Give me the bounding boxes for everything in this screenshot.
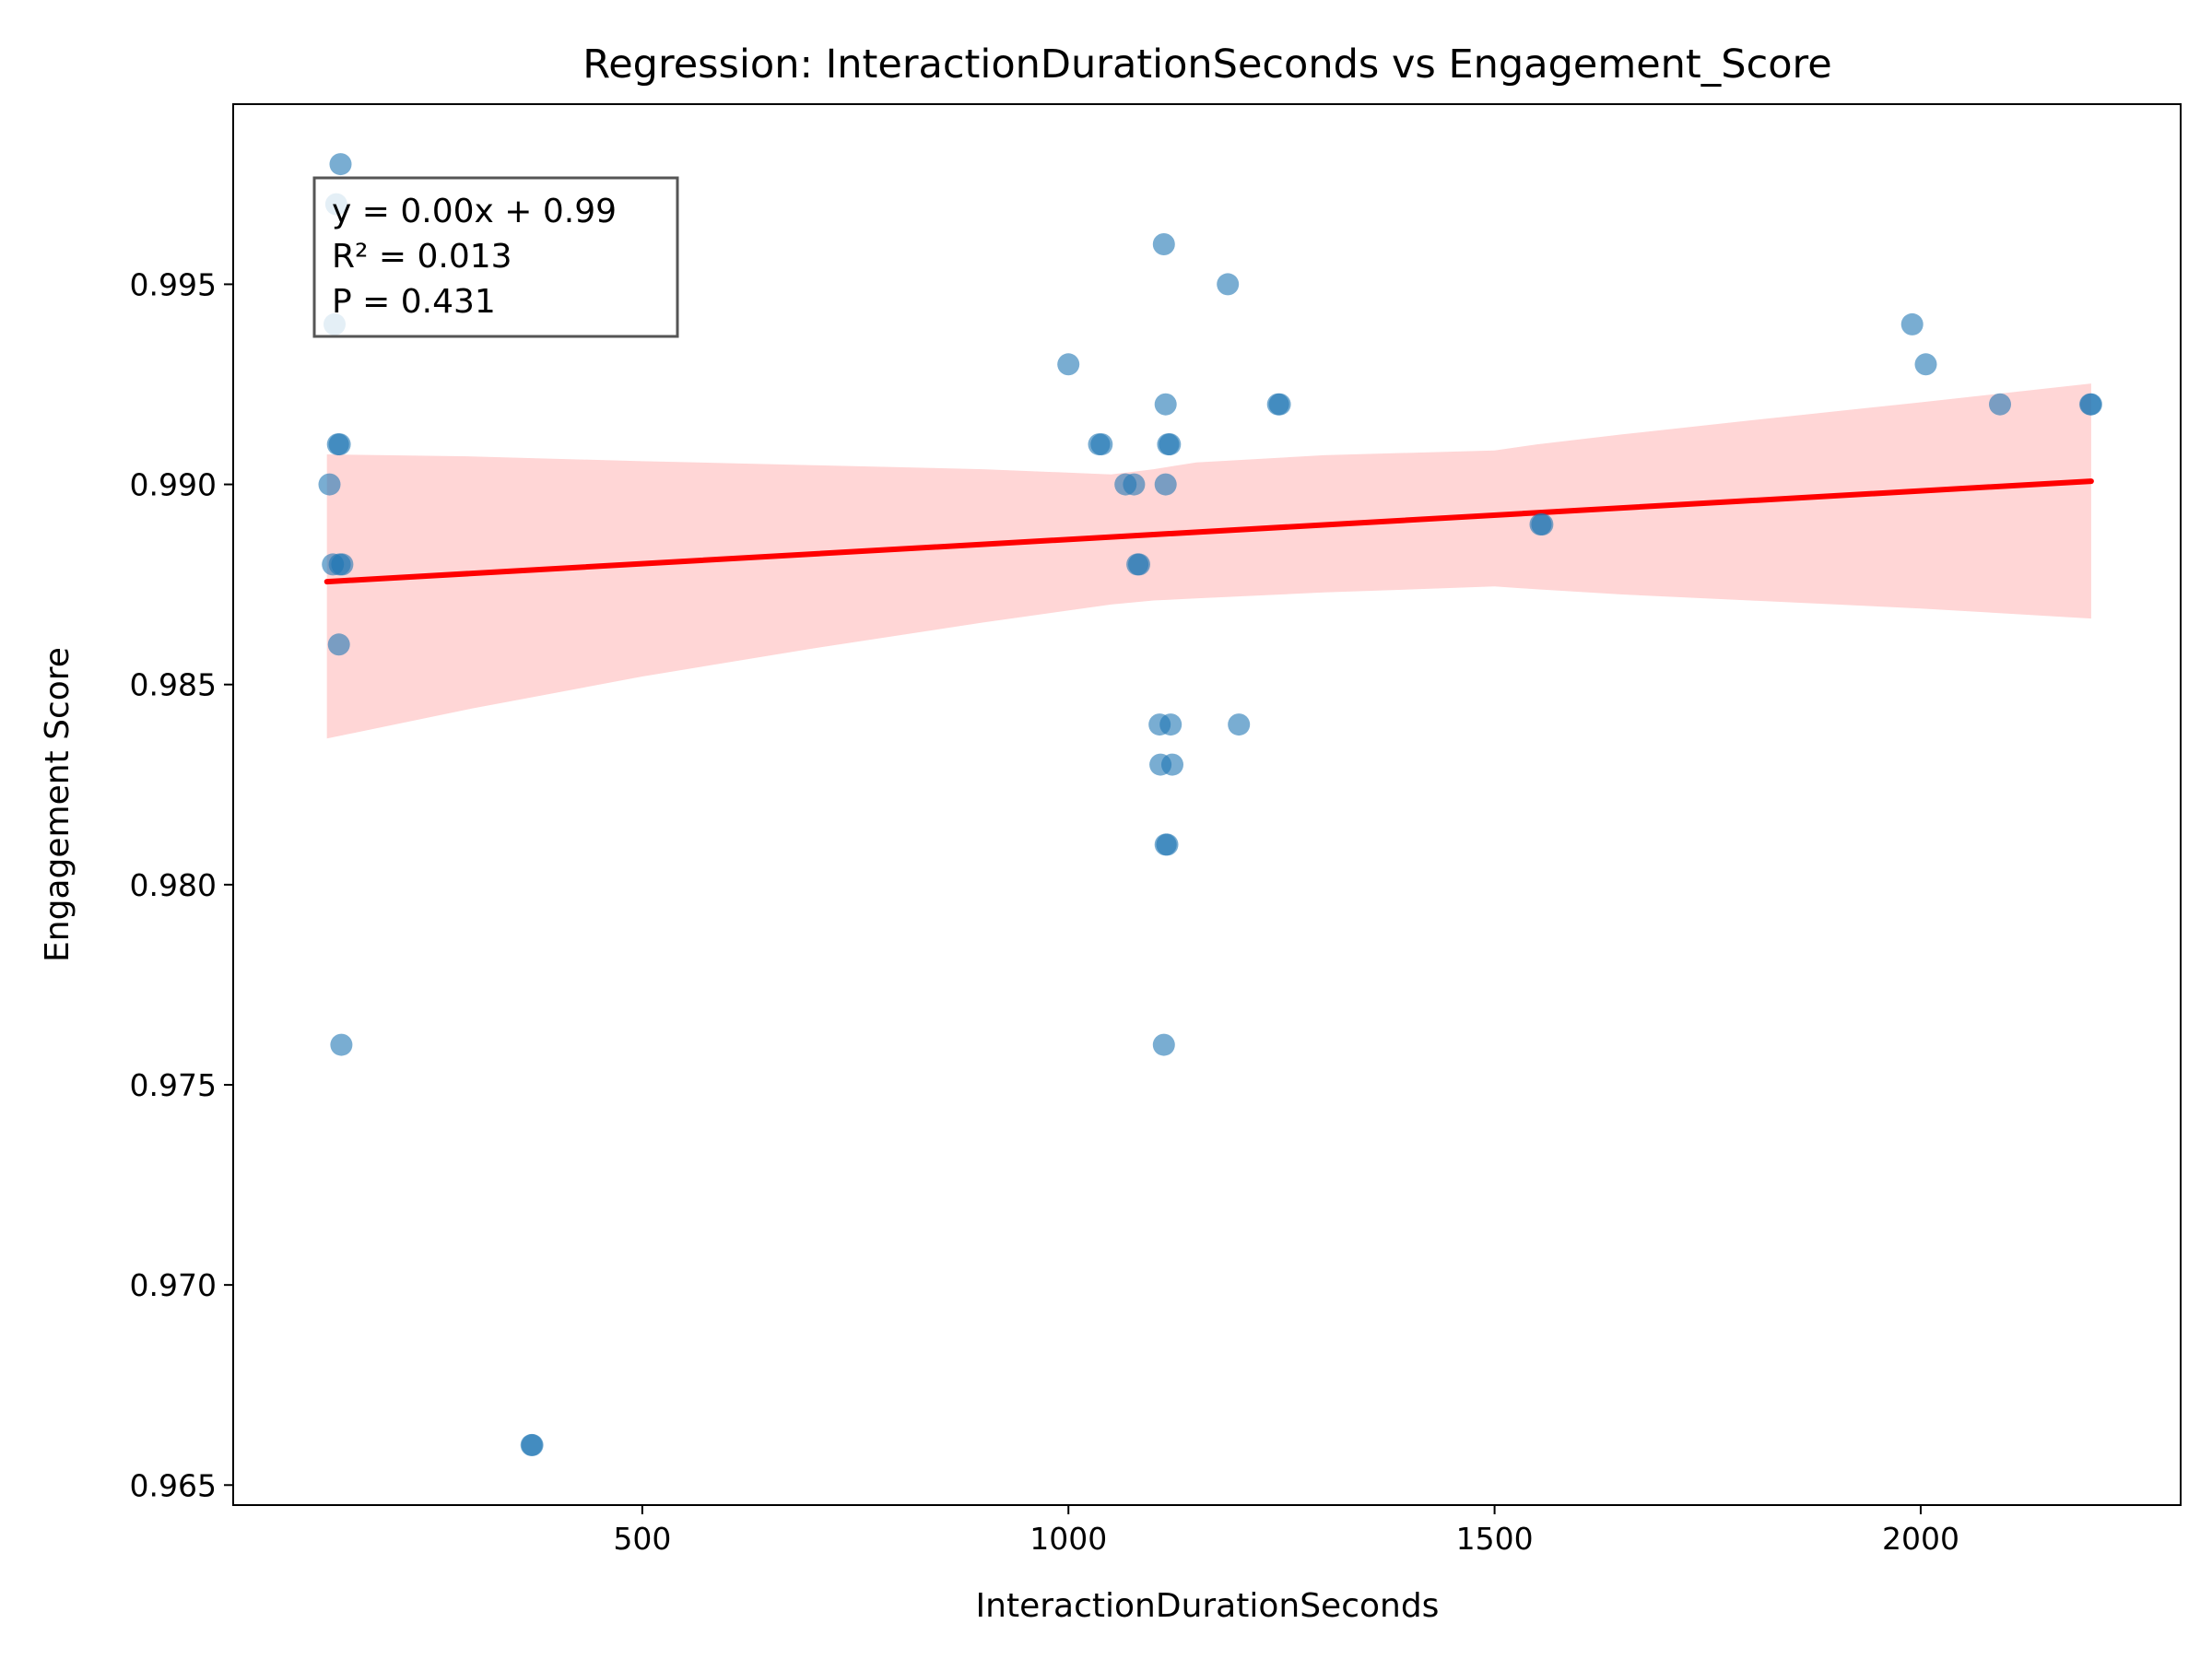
stats-box-frame	[312, 176, 679, 338]
scatter-point	[1989, 393, 2011, 416]
scatter-point	[2079, 393, 2102, 416]
scatter-point	[1159, 433, 1182, 456]
scatter-point	[1154, 393, 1177, 416]
scatter-point	[331, 553, 354, 576]
y-tick-label: 0.990	[130, 467, 217, 503]
scatter-point	[1900, 312, 1924, 335]
y-tick-label: 0.995	[130, 266, 217, 302]
stats-equation: y = 0.00x + 0.99	[332, 193, 617, 230]
scatter-point	[1914, 353, 1937, 376]
y-axis-title: Engagement Score	[39, 647, 76, 962]
y-tick-label: 0.980	[130, 867, 217, 903]
scatter-point	[1057, 353, 1080, 376]
y-tick-label: 0.985	[130, 667, 217, 703]
scatter-point	[1128, 553, 1150, 576]
confidence-band	[326, 383, 2091, 739]
scatter-point	[1154, 473, 1177, 496]
x-tick-label: 500	[613, 1521, 671, 1557]
scatter-point	[1090, 433, 1113, 456]
scatter-point	[1217, 273, 1240, 296]
scatter-point	[1123, 473, 1146, 496]
regression-stats-box: y = 0.00x + 0.99 R² = 0.013 P = 0.431	[312, 176, 679, 338]
scatter-point	[1228, 713, 1251, 736]
stats-r-squared: R² = 0.013	[332, 238, 512, 276]
y-tick-label: 0.965	[130, 1467, 217, 1503]
x-tick-label: 1500	[1456, 1521, 1534, 1557]
scatter-point	[1152, 233, 1175, 255]
scatter-point	[1268, 393, 1291, 416]
scatter-point	[329, 153, 352, 176]
y-axis-ticks: 0.965 0.970 0.975 0.980 0.985 0.990 0.995	[130, 266, 233, 1503]
scatter-point	[330, 1033, 353, 1056]
x-axis-ticks: 500 1000 1500 2000	[613, 1505, 1959, 1557]
scatter-point	[1531, 513, 1554, 535]
stats-p-value: P = 0.431	[332, 283, 496, 321]
scatter-point	[328, 433, 351, 456]
regression-line	[324, 478, 2094, 585]
x-tick-label: 1000	[1030, 1521, 1107, 1557]
x-axis-title: InteractionDurationSeconds	[976, 1587, 1440, 1625]
regression-line-layer	[324, 478, 2094, 585]
scatter-point	[1152, 1033, 1175, 1056]
confidence-band-layer	[326, 383, 2091, 739]
scatter-point	[327, 633, 350, 656]
y-tick-label: 0.970	[130, 1267, 217, 1303]
scatter-point	[1161, 753, 1183, 776]
scatter-point	[1159, 713, 1182, 736]
x-tick-label: 2000	[1882, 1521, 1959, 1557]
chart-title: Regression: InteractionDurationSeconds v…	[582, 41, 1831, 88]
scatter-point	[1156, 833, 1179, 856]
scatter-point	[318, 473, 341, 496]
scatter-point	[521, 1433, 544, 1456]
y-tick-label: 0.975	[130, 1067, 217, 1103]
plot-frame	[232, 103, 2182, 1506]
